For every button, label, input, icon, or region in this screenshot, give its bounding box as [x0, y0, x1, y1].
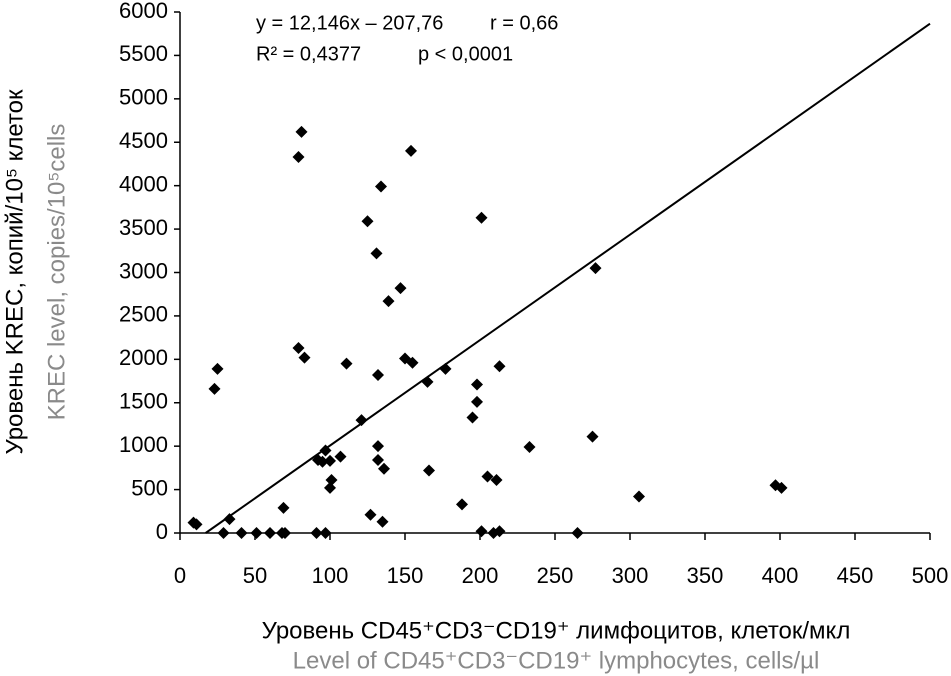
y-tick-label: 1000 [119, 432, 168, 457]
point [340, 357, 353, 370]
point [279, 527, 291, 539]
x-tick-label: 50 [243, 563, 267, 588]
x-tick-label: 450 [837, 563, 874, 588]
point [466, 411, 479, 424]
point [493, 525, 506, 538]
x-tick-label: 150 [387, 563, 424, 588]
y-tick-label: 0 [156, 519, 168, 544]
point [421, 375, 434, 388]
point [394, 282, 407, 295]
x-tick-label: 350 [687, 563, 724, 588]
point [319, 444, 332, 457]
y-tick-label: 3500 [119, 215, 168, 240]
point [190, 518, 203, 531]
x-tick-label: 300 [612, 563, 649, 588]
y-axis-label-en: KREC level, copies/10⁵cells [43, 124, 70, 421]
x-tick-label: 100 [312, 563, 349, 588]
point [475, 211, 488, 224]
point [235, 527, 248, 539]
point [292, 151, 305, 164]
y-tick-label: 3000 [119, 258, 168, 283]
point [325, 474, 338, 487]
point [372, 368, 384, 381]
point [264, 527, 276, 539]
point [324, 454, 336, 467]
point [316, 455, 329, 468]
point [298, 351, 311, 364]
point [211, 362, 224, 375]
point [364, 508, 377, 521]
point [633, 490, 645, 503]
point [370, 247, 383, 260]
point [475, 525, 488, 538]
x-tick-label: 0 [174, 563, 186, 588]
point [471, 378, 483, 391]
point [319, 527, 332, 539]
point [223, 513, 236, 526]
annotation: p < 0,0001 [418, 43, 513, 65]
x-axis-label: Уровень CD45⁺CD3⁻CD19⁺ лимфоцитов, клето… [262, 617, 851, 644]
y-tick-label: 1500 [119, 389, 168, 414]
point [406, 356, 419, 369]
y-axis-label: Уровень KREC, копий/10⁵ клеток [1, 89, 28, 454]
point [334, 450, 347, 463]
point [310, 527, 323, 539]
point [295, 125, 308, 138]
y-tick-label: 4500 [119, 128, 168, 153]
y-tick-label: 4000 [119, 171, 168, 196]
point [589, 262, 602, 275]
x-tick-label: 400 [762, 563, 799, 588]
point [571, 527, 584, 539]
annotation: R² = 0,4377 [256, 43, 361, 65]
point [250, 527, 263, 539]
point [375, 180, 387, 193]
point [208, 382, 221, 395]
point [523, 441, 536, 454]
y-tick-label: 6000 [119, 0, 168, 23]
point [376, 515, 389, 528]
point [361, 215, 374, 228]
point [586, 430, 599, 443]
point [423, 464, 435, 477]
point [493, 360, 506, 373]
y-tick-label: 2000 [119, 345, 168, 370]
point [217, 527, 230, 539]
point [405, 144, 417, 157]
point [277, 501, 290, 514]
point [775, 481, 788, 494]
point [456, 498, 468, 511]
x-tick-label: 500 [912, 563, 949, 588]
point [439, 362, 452, 375]
point [481, 470, 494, 483]
point [292, 342, 305, 355]
trendline [205, 22, 931, 534]
point [471, 395, 483, 408]
point [372, 440, 384, 453]
y-tick-label: 2500 [119, 302, 168, 327]
y-tick-label: 500 [131, 475, 168, 500]
point [490, 474, 503, 487]
point [382, 295, 395, 308]
x-tick-label: 250 [537, 563, 574, 588]
annotation: r = 0,66 [490, 12, 558, 34]
x-axis-label-en: Level of CD45⁺CD3⁻CD19⁺ lymphocytes, cel… [293, 647, 820, 674]
point [372, 454, 384, 467]
point [324, 481, 336, 494]
point [355, 414, 368, 427]
y-tick-label: 5000 [119, 85, 168, 110]
x-tick-label: 200 [462, 563, 499, 588]
annotation: y = 12,146x – 207,76 [256, 12, 443, 34]
point [378, 462, 390, 475]
y-tick-label: 5500 [119, 41, 168, 66]
